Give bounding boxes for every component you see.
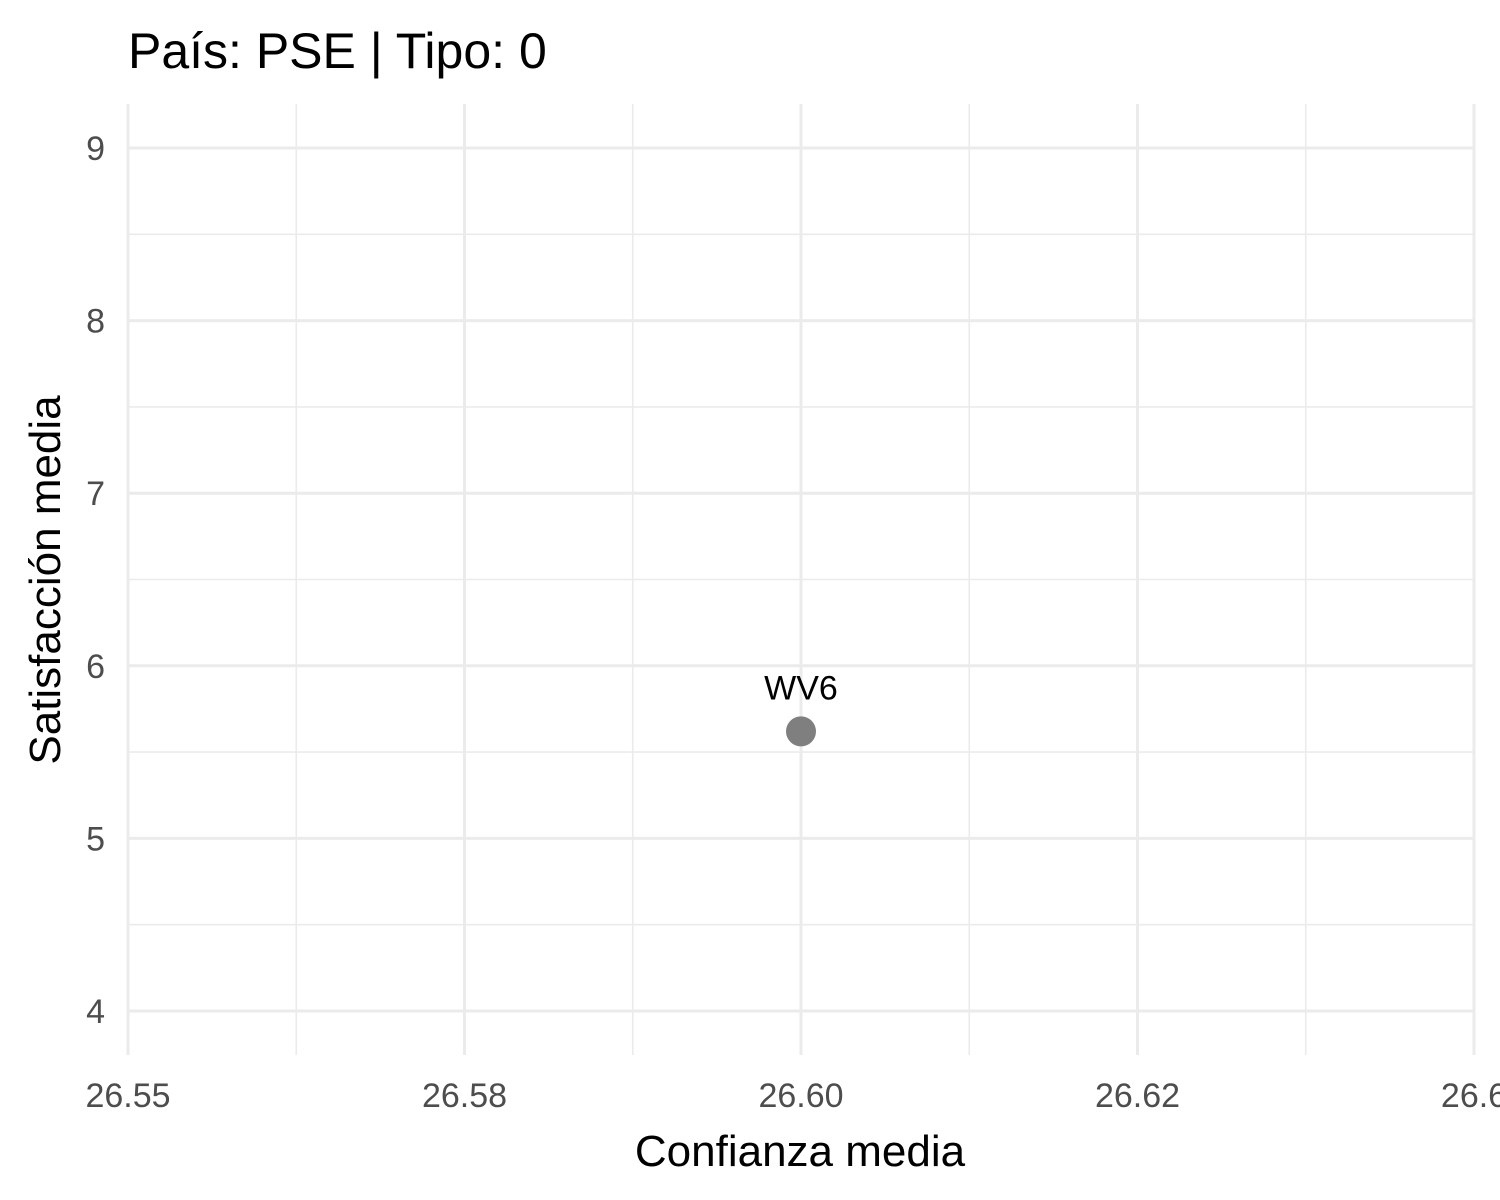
- y-tick-label: 9: [86, 130, 105, 168]
- chart-title: País: PSE | Tipo: 0: [128, 23, 547, 79]
- y-axis-tick-labels: 4 5 6 7 8 9: [86, 130, 105, 1031]
- x-tick-label: 26.6: [1441, 1077, 1500, 1115]
- x-tick-label: 26.62: [1095, 1077, 1180, 1115]
- y-tick-label: 7: [86, 475, 105, 513]
- y-axis-title: Satisfacción media: [21, 395, 70, 765]
- y-tick-label: 5: [86, 820, 105, 858]
- y-tick-label: 8: [86, 303, 105, 341]
- x-tick-label: 26.58: [422, 1077, 507, 1115]
- y-tick-label: 6: [86, 648, 105, 686]
- x-tick-label: 26.55: [85, 1077, 170, 1115]
- data-point-label: WV6: [764, 669, 838, 707]
- data-point: [786, 716, 816, 747]
- y-tick-label: 4: [86, 993, 105, 1031]
- x-axis-tick-labels: 26.55 26.58 26.60 26.62 26.6: [85, 1077, 1500, 1115]
- x-axis-title: Confianza media: [635, 1127, 966, 1176]
- x-tick-label: 26.60: [758, 1077, 843, 1115]
- data-points: WV6: [764, 669, 838, 747]
- major-gridlines: [126, 104, 1476, 1055]
